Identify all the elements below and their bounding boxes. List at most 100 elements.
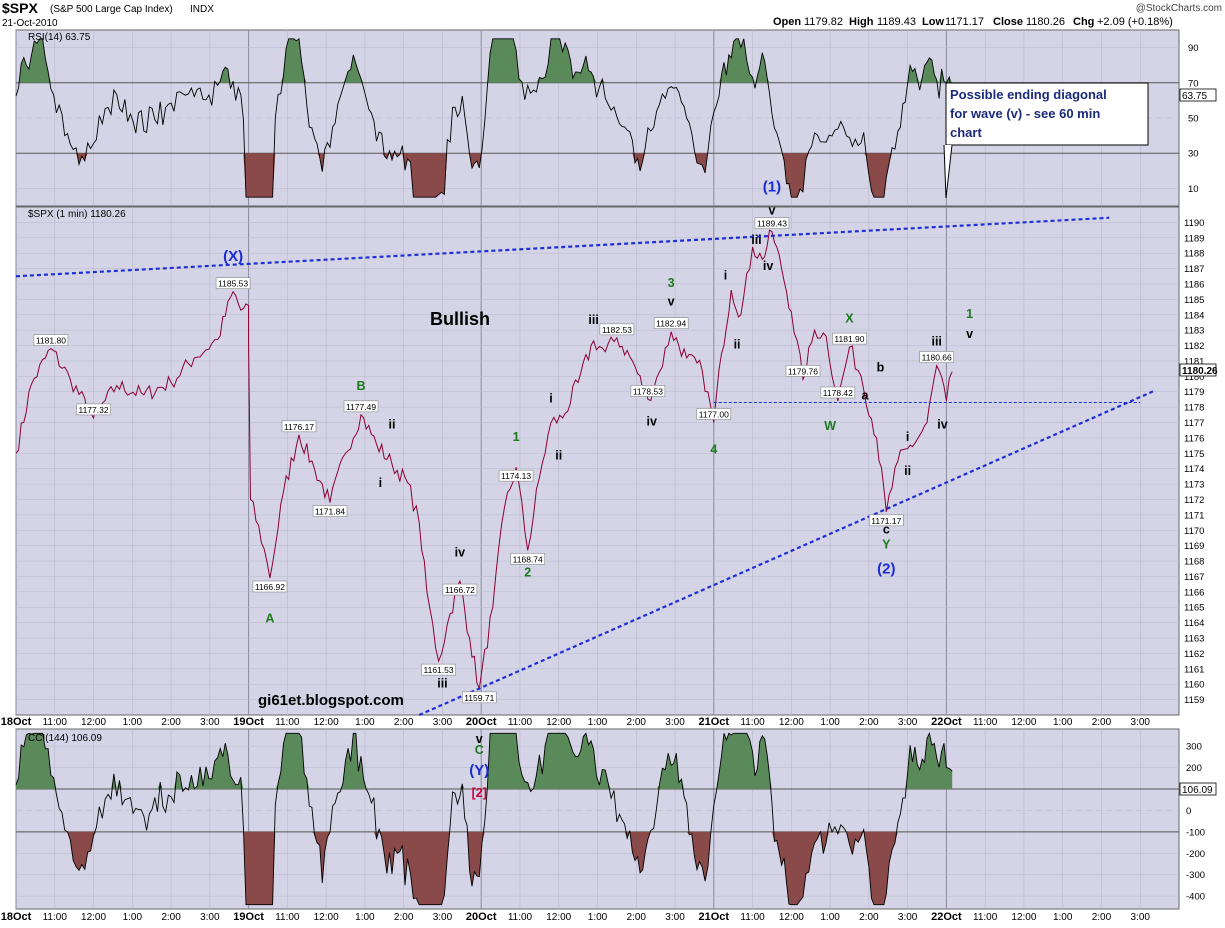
wave-label: iv — [937, 418, 947, 432]
x-axis-label: 22Oct — [931, 716, 962, 728]
price-label: 1159.71 — [461, 691, 497, 704]
callout-pointer — [943, 144, 953, 199]
x-axis-label: 19Oct — [233, 716, 264, 728]
price-label: 1174.13 — [498, 469, 534, 482]
price-tick-label: 1164 — [1184, 618, 1204, 629]
x-axis-label-bottom: 12:00 — [314, 912, 339, 923]
price-tick-label: 1185 — [1184, 295, 1204, 306]
x-axis-label-bottom: 3:00 — [665, 912, 685, 923]
x-axis-label: 2:00 — [627, 717, 647, 728]
price-tick-label: 1178 — [1184, 403, 1204, 414]
symbol-exchange: INDX — [190, 4, 214, 15]
svg-text:1177.49: 1177.49 — [346, 402, 376, 412]
chart-date: 21-Oct-2010 — [2, 18, 58, 29]
svg-text:1181.90: 1181.90 — [834, 334, 864, 344]
wave-label: iii — [751, 233, 761, 247]
wave-label: ii — [904, 464, 911, 478]
wave-label: 3 — [668, 276, 675, 290]
wave-label: X — [845, 311, 854, 325]
price-tick-label: 1173 — [1184, 480, 1204, 491]
x-axis-label-bottom: 18Oct — [1, 911, 32, 923]
price-tick-label: 1187 — [1184, 264, 1204, 275]
x-axis-label-bottom: 1:00 — [588, 912, 608, 923]
x-axis-label: 2:00 — [859, 717, 879, 728]
price-label: 1182.53 — [599, 323, 635, 336]
price-label: 1178.53 — [630, 385, 666, 397]
chg-label: Chg — [1073, 16, 1094, 28]
x-axis-label: 1:00 — [1053, 717, 1073, 728]
price-tick-label: 1179 — [1184, 387, 1204, 398]
price-tick-label: 1166 — [1184, 587, 1204, 598]
close-label: Close — [993, 16, 1023, 28]
wave-label: 1 — [513, 430, 520, 444]
wave-label: 2 — [524, 565, 531, 579]
x-axis-label-bottom: 3:00 — [433, 912, 453, 923]
wave-label: ii — [734, 338, 741, 352]
price-layer — [15, 229, 953, 691]
price-tick-label: 1160 — [1184, 680, 1204, 691]
svg-text:1182.94: 1182.94 — [656, 319, 686, 329]
symbol-title: $SPX — [2, 0, 38, 16]
price-label: 1177.49 — [343, 400, 379, 413]
price-tick-label: 1188 — [1184, 249, 1204, 260]
svg-text:1161.53: 1161.53 — [424, 665, 454, 675]
cci-tick-label: 300 — [1186, 742, 1202, 753]
rsi-tick-label: 70 — [1188, 78, 1199, 89]
x-axis-label: 11:00 — [740, 717, 765, 728]
wave-label: (X) — [223, 248, 243, 265]
x-axis-label-bottom: 2:00 — [859, 912, 879, 923]
rsi-oversold-fill — [16, 153, 953, 198]
wave-label: i — [724, 268, 727, 282]
cci-current-badge: 106.09 — [1179, 782, 1217, 796]
rsi-current-badge: 63.75 — [1179, 88, 1217, 102]
wave-label: 4 — [710, 442, 717, 456]
price-current-badge: 1180.26 — [1179, 363, 1218, 377]
price-tick-label: 1175 — [1184, 449, 1204, 460]
x-axis-label: 2:00 — [161, 717, 181, 728]
wave-label: B — [357, 379, 366, 393]
cci-tick-label: -400 — [1186, 892, 1205, 903]
callout-line-1: Possible ending diagonal — [950, 87, 1107, 102]
price-label: 1181.90 — [832, 332, 867, 345]
x-axis-label: 21Oct — [699, 716, 730, 728]
x-axis-label-bottom: 11:00 — [973, 912, 998, 923]
price-label: 1178.42 — [820, 386, 856, 399]
callout-box — [945, 82, 1149, 146]
price-label: 1168.74 — [510, 552, 546, 565]
price-title: $SPX (1 min) 1180.26 — [28, 209, 126, 220]
price-label: 1166.72 — [442, 583, 478, 596]
x-axis-label: 3:00 — [1130, 717, 1150, 728]
wave-label: iii — [931, 335, 941, 349]
price-tick-label: 1168 — [1184, 557, 1204, 568]
price-label: 1166.92 — [252, 580, 288, 593]
price-tick-label: 1167 — [1184, 572, 1204, 583]
open-value: 1179.82 — [804, 16, 843, 28]
wave-label: Y — [882, 538, 891, 552]
wave-label: v — [966, 327, 973, 341]
x-axis-label-bottom: 2:00 — [1092, 912, 1112, 923]
x-axis-label: 3:00 — [665, 717, 685, 728]
callout-line-2: for wave (v) - see 60 min — [950, 106, 1100, 121]
price-tick-label: 1184 — [1184, 310, 1204, 321]
price-tick-label: 1162 — [1184, 649, 1204, 660]
wave-label: b — [877, 361, 885, 375]
x-axis-label: 1:00 — [588, 717, 608, 728]
price-label: 1182.94 — [653, 317, 689, 329]
cci-oversold-fill — [16, 831, 953, 905]
cci-title: CCI(144) 106.09 — [28, 733, 102, 744]
wave-label: (Y) — [469, 762, 489, 779]
x-axis-label-bottom: 12:00 — [81, 912, 106, 923]
wave-label: iv — [455, 545, 465, 559]
x-axis-label-bottom: 1:00 — [1053, 912, 1073, 923]
svg-text:1159.71: 1159.71 — [464, 693, 494, 703]
price-tick-label: 1169 — [1184, 541, 1204, 552]
x-axis-label: 2:00 — [394, 717, 414, 728]
svg-text:1177.32: 1177.32 — [78, 405, 108, 415]
wave-label: A — [265, 612, 274, 626]
x-axis-label: 11:00 — [973, 717, 998, 728]
low-value: 1171.17 — [945, 16, 984, 28]
stockcharts-watermark: @StockCharts.com — [1136, 3, 1222, 14]
price-tick-label: 1183 — [1184, 326, 1204, 337]
cci-line — [15, 731, 953, 906]
chart-header: $SPX (S&P 500 Large Cap Index) INDX 21-O… — [2, 0, 1222, 29]
